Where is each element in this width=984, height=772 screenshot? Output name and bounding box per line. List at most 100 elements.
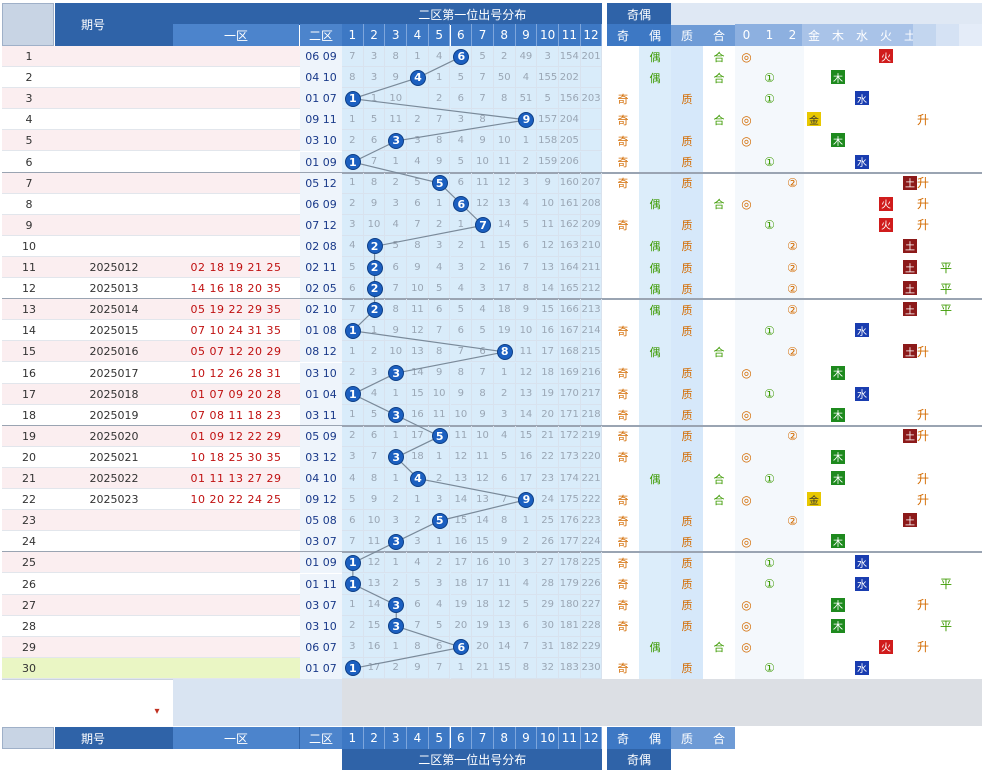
miss-cell: 1 (472, 235, 494, 257)
first-number-ball: 6 (453, 48, 470, 65)
row-zone2: 06 09 (300, 46, 342, 68)
prime-composite-mark: 合 (713, 50, 725, 64)
odd-even-mark: 奇 (617, 599, 629, 613)
element-mark: 水 (855, 555, 869, 570)
miss-cell: 6 (428, 636, 451, 658)
miss-cell: 16 (515, 446, 538, 468)
prime-composite-mark: 质 (681, 219, 693, 233)
miss-cell: 17 (450, 552, 473, 574)
miss-cell: 157 (537, 109, 559, 131)
miss-cell: 201 (580, 46, 603, 68)
miss-cell: 27 (537, 552, 559, 574)
miss-cell: 17 (363, 657, 386, 679)
miss-cell: 1 (342, 404, 364, 426)
prime-composite-mark: 合 (713, 472, 725, 486)
remainder-mark: ① (764, 155, 775, 170)
row-period (55, 173, 173, 194)
row-bg (2, 235, 342, 257)
row-zone1: 10 12 26 28 31 (190, 366, 282, 380)
row-zone2: 03 10 (300, 130, 342, 152)
miss-cell: 11 (428, 404, 451, 426)
miss-cell: 8 (515, 657, 538, 679)
miss-cell: 9 (363, 489, 386, 511)
trend-mark: 平 (939, 302, 952, 317)
miss-cell: 3 (363, 67, 386, 89)
miss-cell: 5 (493, 446, 516, 468)
row-zone1 (173, 595, 299, 616)
miss-cell: 7 (472, 362, 494, 384)
miss-cell: 14 (450, 489, 473, 511)
miss-cell: 179 (559, 573, 581, 595)
row-index: 17 (22, 387, 36, 401)
dist-title: 二区第一位出号分布 (342, 748, 603, 770)
row-bg (2, 88, 342, 110)
row-index: 5 (25, 134, 33, 148)
row-index: 12 (22, 282, 36, 296)
miss-cell: 17 (493, 278, 516, 300)
dist-col-5: 5 (428, 24, 451, 46)
period-header: 期号 (55, 3, 173, 46)
row-zone1 (173, 215, 299, 236)
miss-cell: 206 (559, 151, 581, 173)
element-mark: 金 (807, 112, 821, 127)
row-zone2: 08 12 (300, 341, 342, 363)
miss-cell: 1 (450, 214, 473, 236)
miss-cell: 6 (450, 172, 473, 194)
miss-cell: 5 (537, 88, 559, 110)
odd-even-mark: 奇 (617, 92, 629, 106)
row-zone2: 02 10 (300, 299, 342, 321)
element-mark: 木 (831, 471, 845, 486)
first-number-ball: 8 (496, 343, 513, 360)
miss-cell: 15 (537, 299, 559, 321)
dropdown-arrow-icon[interactable]: ▾ (154, 706, 160, 716)
miss-cell: 5 (472, 320, 494, 342)
odd-even-mark: 偶 (649, 282, 661, 296)
row-period (55, 531, 173, 552)
miss-cell: 25 (537, 510, 559, 532)
remainder-mark: ② (787, 176, 798, 191)
miss-cell: 1 (385, 636, 408, 658)
miss-cell: 8 (428, 130, 451, 152)
miss-cell: 2 (515, 531, 538, 553)
miss-cell: 228 (580, 615, 603, 637)
element-mark: 土 (903, 260, 917, 275)
miss-cell: 11 (493, 573, 516, 595)
miss-cell: 1 (493, 362, 516, 384)
miss-cell: 1 (428, 67, 451, 89)
miss-cell: 4 (428, 594, 451, 616)
even-header: 偶 (639, 24, 671, 46)
row-zone2: 03 12 (300, 446, 342, 468)
miss-cell: 167 (559, 320, 581, 342)
miss-cell: 226 (580, 573, 603, 595)
miss-cell: 7 (342, 299, 364, 321)
miss-cell: 4 (342, 468, 364, 490)
remainder-mark: ① (764, 387, 775, 402)
miss-cell: 28 (537, 573, 559, 595)
miss-cell: 215 (580, 341, 603, 363)
miss-cell: 12 (515, 362, 538, 384)
first-number-ball: 2 (366, 280, 383, 297)
miss-cell: 9 (472, 130, 494, 152)
miss-cell: 2 (363, 341, 386, 363)
miss-cell: 173 (559, 446, 581, 468)
row-zone1 (173, 67, 299, 88)
miss-cell: 8 (515, 278, 538, 300)
remainder-mark: ② (787, 281, 798, 296)
odd-even-mark: 偶 (649, 50, 661, 64)
dist-col-3: 3 (385, 727, 408, 749)
zone2-header: 二区 (300, 727, 342, 749)
remainder-mark: ① (764, 91, 775, 106)
miss-cell: 202 (559, 67, 581, 89)
miss-cell: 17 (472, 573, 494, 595)
miss-cell: 13 (493, 193, 516, 215)
row-zone1: 01 07 09 20 28 (190, 387, 282, 401)
miss-cell: 1 (428, 531, 451, 553)
miss-cell: 4 (342, 235, 364, 257)
miss-cell: 161 (559, 193, 581, 215)
row-zone2: 09 11 (300, 109, 342, 131)
odd-even-mark: 偶 (649, 303, 661, 317)
odd-even-mark: 奇 (617, 177, 629, 191)
miss-cell: 16 (450, 531, 473, 553)
miss-cell: 158 (537, 130, 559, 152)
row-bg (2, 468, 342, 490)
